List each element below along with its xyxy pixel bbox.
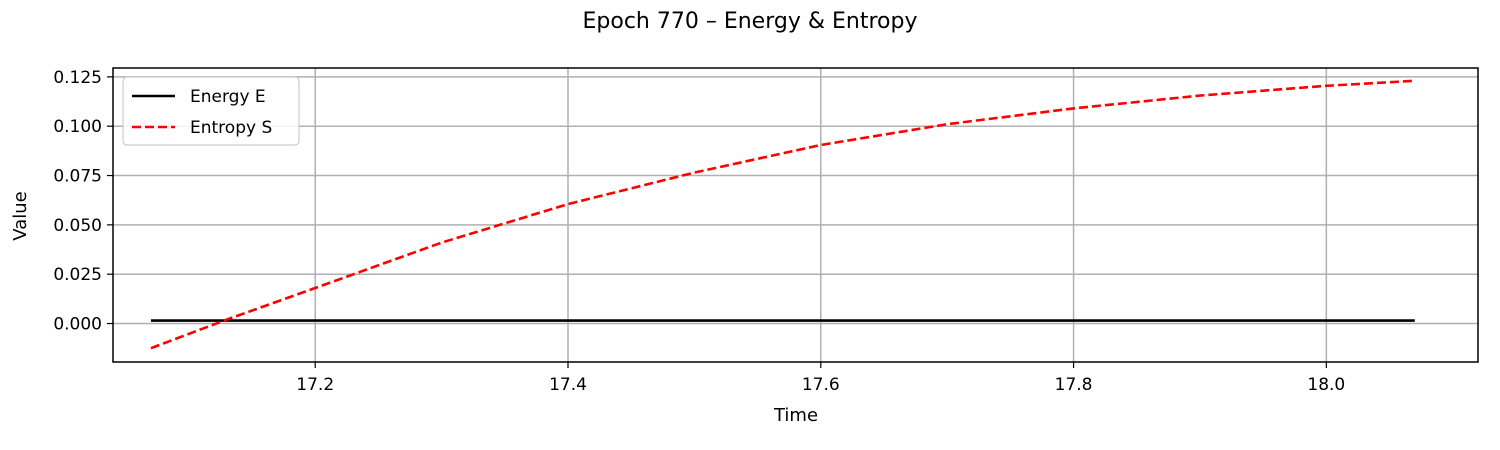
x-tick-label: 17.6: [802, 375, 840, 395]
y-tick-label: 0.100: [53, 117, 102, 137]
legend-label: Entropy S: [190, 118, 272, 138]
x-tick-label: 17.4: [549, 375, 587, 395]
x-axis-ticks: 17.2 17.4 17.6 17.8 18.0: [296, 362, 1345, 395]
y-tick-label: 0.050: [53, 216, 102, 236]
y-tick-label: 0.125: [53, 68, 102, 88]
series-layer: [150, 79, 1415, 350]
series-line-entropy: [150, 79, 1415, 350]
chart-title: Epoch 770 – Energy & Entropy: [583, 9, 918, 34]
y-tick-label: 0.025: [53, 265, 102, 285]
legend: Energy E Entropy S: [122, 76, 300, 146]
y-tick-label: 0.000: [53, 315, 102, 335]
plot-frame: [112, 67, 1479, 363]
x-axis-label: Time: [773, 405, 818, 426]
y-tick-label: 0.075: [53, 167, 102, 187]
y-axis-ticks: 0.000 0.025 0.050 0.075 0.100 0.125: [53, 68, 113, 335]
x-tick-label: 17.2: [296, 375, 334, 395]
y-axis-label: Value: [10, 191, 31, 240]
x-tick-label: 18.0: [1307, 375, 1345, 395]
grid: [113, 68, 1478, 362]
legend-label: Energy E: [190, 87, 266, 107]
x-tick-label: 17.8: [1055, 375, 1093, 395]
